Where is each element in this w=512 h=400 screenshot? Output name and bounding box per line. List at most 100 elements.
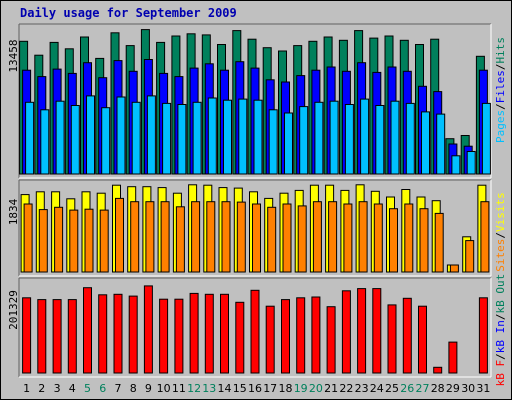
- x-tick-day-13: 13: [202, 382, 216, 395]
- x-tick-day-4: 4: [69, 382, 76, 395]
- bar-sites-day-3: [54, 206, 64, 273]
- bar-kb-f-day-2: [37, 299, 47, 374]
- x-tick-day-29: 29: [446, 382, 460, 395]
- bar-sites-day-5: [84, 208, 94, 273]
- bar-kb-f-day-18: [281, 299, 290, 374]
- x-tick-day-26: 26: [400, 382, 414, 395]
- bar-pages-day-2: [40, 109, 50, 175]
- bar-kb-f-day-24: [372, 288, 382, 374]
- bar-sites-day-7: [115, 197, 124, 273]
- bar-sites-day-28: [434, 212, 444, 273]
- bar-kb-f-day-28: [433, 366, 443, 374]
- bar-sites-day-27: [419, 208, 429, 273]
- bar-pages-day-5: [86, 95, 95, 175]
- bar-kb-f-day-23: [357, 288, 367, 374]
- y-max-label: 13458: [7, 39, 20, 72]
- bar-sites-day-4: [69, 209, 79, 273]
- bar-kb-f-day-8: [128, 295, 138, 374]
- bar-sites-day-15: [236, 201, 246, 273]
- bar-kb-f-day-19: [296, 297, 306, 374]
- legend-entry: /: [494, 232, 507, 239]
- x-tick-day-23: 23: [355, 382, 369, 395]
- bar-pages-day-7: [116, 96, 126, 175]
- legend-entry: kB In: [494, 320, 507, 353]
- bar-sites-day-13: [206, 201, 216, 273]
- bar-pages-day-27: [421, 111, 430, 175]
- bar-pages-day-8: [131, 101, 141, 175]
- chart-title: Daily usage for September 2009: [20, 6, 237, 20]
- bar-pages-day-19: [299, 106, 309, 175]
- x-tick-day-27: 27: [416, 382, 430, 395]
- x-tick-day-24: 24: [370, 382, 384, 395]
- legend-entry: /: [494, 313, 507, 320]
- bar-pages-day-20: [314, 101, 324, 175]
- x-tick-day-2: 2: [38, 382, 45, 395]
- bar-sites-day-17: [267, 206, 277, 273]
- legend-entry: kB Out: [494, 274, 507, 314]
- bar-pages-day-6: [101, 107, 111, 175]
- x-tick-day-19: 19: [294, 382, 308, 395]
- bar-pages-day-4: [70, 105, 80, 175]
- bar-sites-day-2: [38, 209, 48, 273]
- bar-pages-day-18: [284, 112, 293, 175]
- bar-pages-day-11: [177, 104, 187, 175]
- bar-sites-day-25: [389, 208, 398, 273]
- legend-kbytes: kB F/kB In/kB Out: [494, 274, 507, 387]
- bar-sites-day-22: [343, 203, 353, 273]
- bar-sites-day-14: [221, 201, 231, 273]
- bar-pages-day-13: [207, 97, 217, 175]
- x-tick-day-31: 31: [476, 382, 490, 395]
- bar-pages-day-9: [146, 95, 156, 175]
- bar-kb-f-day-14: [220, 293, 229, 374]
- bar-kb-f-day-9: [143, 285, 153, 374]
- bar-kb-f-day-20: [311, 296, 321, 374]
- x-tick-day-14: 14: [218, 382, 232, 395]
- bar-sites-day-18: [282, 203, 292, 273]
- bar-pages-day-10: [162, 102, 172, 175]
- bar-pages-day-25: [390, 100, 400, 175]
- x-tick-day-16: 16: [248, 382, 262, 395]
- bar-sites-day-19: [297, 205, 307, 273]
- bar-sites-day-23: [358, 201, 368, 273]
- y-max-label: 1834: [7, 198, 20, 225]
- legend-visits-sites: Sites/Visits: [494, 192, 507, 272]
- bar-pages-day-24: [375, 105, 385, 175]
- x-tick-day-15: 15: [233, 382, 247, 395]
- bar-kb-f-day-1: [22, 297, 32, 374]
- bar-sites-day-31: [480, 201, 490, 273]
- bar-sites-day-30: [465, 240, 475, 273]
- x-tick-day-25: 25: [385, 382, 399, 395]
- bar-pages-day-3: [55, 100, 65, 175]
- legend-hits-files-pages: Pages/Files/Hits: [494, 37, 507, 143]
- legend-entry: /: [494, 353, 507, 360]
- bar-pages-day-15: [238, 98, 248, 175]
- bar-kb-f-day-25: [387, 304, 397, 374]
- legend-entry: /: [494, 103, 507, 110]
- x-tick-day-9: 9: [145, 382, 152, 395]
- bar-pages-day-22: [344, 104, 354, 175]
- bar-pages-day-17: [268, 109, 278, 175]
- bar-kb-f-day-3: [52, 299, 62, 374]
- bar-kb-f-day-22: [341, 290, 351, 374]
- bar-kb-f-day-5: [83, 287, 92, 374]
- x-tick-day-17: 17: [263, 382, 277, 395]
- bar-sites-day-21: [328, 201, 338, 273]
- x-tick-day-28: 28: [431, 382, 445, 395]
- legend-entry: /: [494, 64, 507, 71]
- y-max-label: 201329: [7, 290, 20, 330]
- bar-sites-day-24: [373, 203, 383, 273]
- bar-pages-day-23: [360, 98, 370, 175]
- legend-entry: Sites: [494, 239, 507, 272]
- legend-entry: Visits: [494, 192, 507, 232]
- bar-pages-day-30: [466, 151, 476, 175]
- bar-sites-day-11: [175, 206, 185, 273]
- bar-pages-day-1: [25, 101, 35, 175]
- legend-entry: Hits: [494, 37, 507, 64]
- bar-sites-day-6: [99, 209, 109, 273]
- bar-sites-day-12: [191, 201, 201, 273]
- bar-kb-f-day-10: [159, 298, 169, 374]
- bar-kb-f-day-12: [189, 292, 199, 374]
- bar-pages-day-12: [192, 101, 202, 175]
- bar-pages-day-16: [253, 99, 263, 175]
